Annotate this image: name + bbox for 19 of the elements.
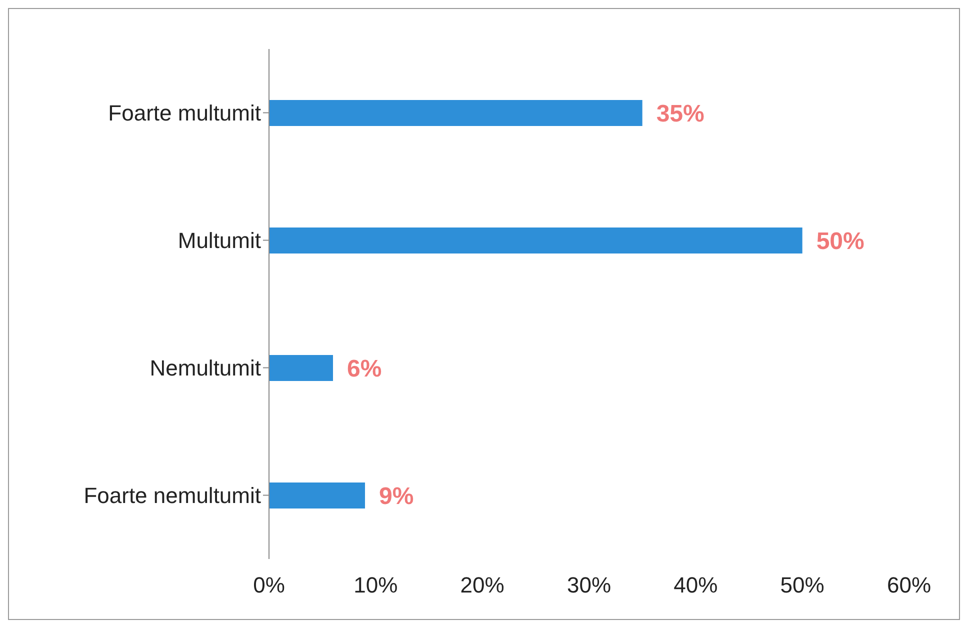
y-tick-label: Foarte nemultumit: [84, 483, 261, 508]
y-tick-label: Foarte multumit: [108, 100, 261, 126]
x-tick-label: 20%: [460, 572, 504, 598]
y-tick-label: Multumit: [178, 228, 261, 254]
data-label: 9%: [379, 483, 414, 510]
x-tick-label: 10%: [354, 572, 398, 598]
x-tick-label: 30%: [566, 572, 612, 598]
y-tick-label: Nemultumit: [150, 356, 261, 381]
x-tick-label: 40%: [674, 572, 718, 598]
x-tick-label: 60%: [886, 572, 932, 598]
data-label: 35%: [656, 100, 704, 128]
bar: [269, 482, 365, 508]
x-tick-label: 50%: [780, 572, 824, 598]
data-label: 50%: [816, 228, 864, 256]
bar: [269, 355, 333, 381]
bar: [269, 228, 802, 254]
x-tick-label: 0%: [253, 572, 285, 598]
data-label: 6%: [347, 356, 382, 383]
bar: [269, 100, 642, 126]
